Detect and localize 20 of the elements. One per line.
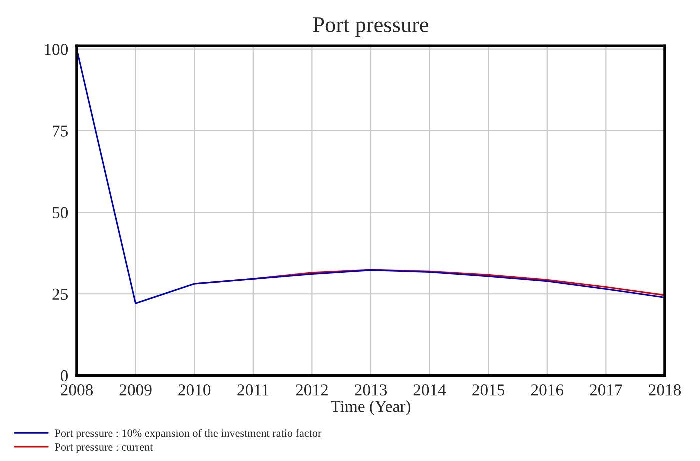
y-tick-label: 75 [53,126,68,137]
y-tick-label: 0 [60,370,68,382]
y-tick-label: 50 [52,207,68,218]
y-tick-label: 25 [52,288,68,300]
x-tick-label: 2016 [531,384,564,396]
x-tick-label: 2014 [414,384,446,396]
legend-label: Port pressure : 10% expansion of the investment ratio factor [55,429,322,440]
x-tick-label: 2011 [238,384,269,396]
x-tick-label: 2015 [472,384,505,396]
chart-title: Port pressure [313,18,429,37]
x-tick-label: 2009 [120,384,152,396]
x-tick-label: 2017 [590,384,622,396]
y-tick-label: 100 [45,44,68,56]
legend-label: Port pressure : current [55,444,154,454]
x-tick-label: 2018 [649,384,682,396]
x-tick-label: 2013 [355,384,388,396]
x-tick-label: 2008 [61,384,94,396]
x-axis-title: Time (Year) [331,400,411,416]
x-tick-label: 2010 [178,384,211,396]
x-tick-label: 2012 [296,384,328,396]
